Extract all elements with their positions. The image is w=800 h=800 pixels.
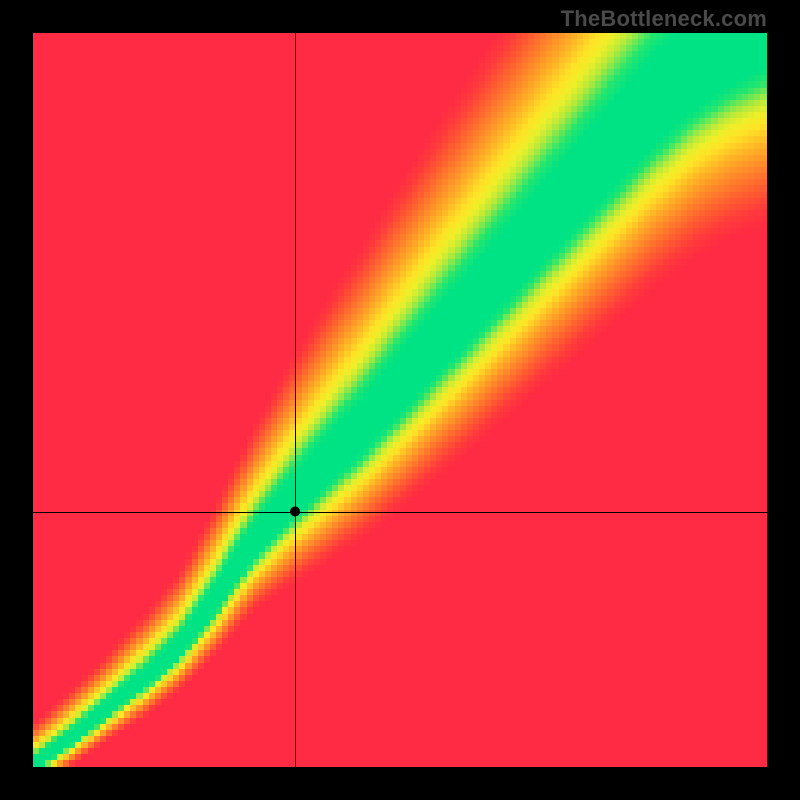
heatmap-canvas: [33, 33, 767, 767]
watermark-text: TheBottleneck.com: [561, 6, 767, 32]
plot-area: [33, 33, 767, 767]
outer-frame: TheBottleneck.com: [0, 0, 800, 800]
